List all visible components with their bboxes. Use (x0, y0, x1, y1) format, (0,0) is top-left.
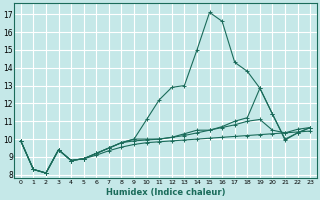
X-axis label: Humidex (Indice chaleur): Humidex (Indice chaleur) (106, 188, 225, 197)
